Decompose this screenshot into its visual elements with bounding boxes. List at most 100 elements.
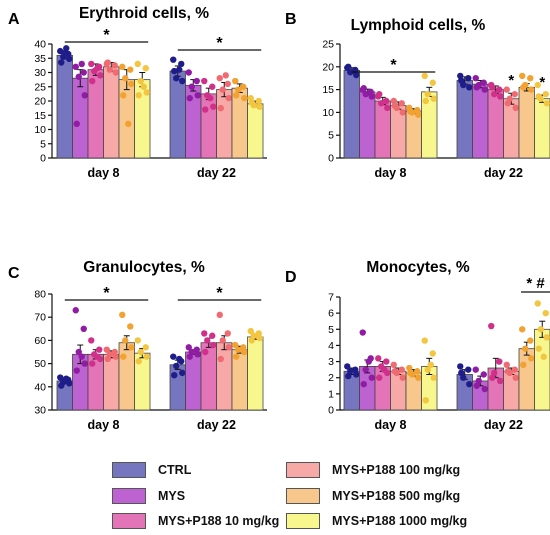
data-point <box>201 77 208 85</box>
significance-mark: * <box>103 27 110 44</box>
data-point <box>176 355 183 363</box>
data-point <box>94 353 101 360</box>
data-point <box>104 355 111 363</box>
data-point <box>429 79 436 86</box>
y-tick-label: 15 <box>34 110 46 122</box>
data-point <box>94 65 101 72</box>
data-point <box>535 93 542 100</box>
legend-label: MYS+P188 10 mg/kg <box>158 514 280 528</box>
chart-title: Monocytes, % <box>366 259 470 276</box>
data-point <box>186 353 193 360</box>
data-point <box>511 366 518 373</box>
data-point <box>376 374 383 381</box>
bar <box>405 110 422 159</box>
data-point <box>543 334 550 341</box>
data-point <box>535 345 542 352</box>
data-point <box>78 353 85 360</box>
significance-mark: * <box>390 57 397 74</box>
data-point <box>540 353 547 360</box>
data-point <box>368 93 375 100</box>
y-tick-label: 20 <box>34 96 46 108</box>
group-label: day 22 <box>484 166 523 180</box>
data-point <box>232 77 239 85</box>
legend-item: MYS+P188 10 mg/kg <box>112 513 279 529</box>
data-point <box>489 84 496 91</box>
data-point <box>119 63 126 70</box>
data-point <box>178 60 185 68</box>
data-point <box>458 77 465 84</box>
data-point <box>137 348 144 356</box>
data-point <box>188 83 195 90</box>
data-point <box>225 344 232 351</box>
data-point <box>378 100 385 107</box>
data-point <box>216 311 223 319</box>
data-point <box>359 329 366 336</box>
data-point <box>202 106 209 113</box>
y-tick-label: 4 <box>328 340 334 352</box>
bar <box>247 103 264 159</box>
data-point <box>128 344 135 351</box>
data-point <box>170 56 177 63</box>
data-point <box>170 353 177 360</box>
data-point <box>248 99 255 106</box>
data-point <box>391 102 398 109</box>
data-point <box>135 92 142 99</box>
data-point <box>179 77 186 85</box>
data-point <box>173 75 180 82</box>
data-point <box>503 361 510 368</box>
data-point <box>466 380 473 388</box>
legend-label: MYS <box>158 489 186 503</box>
data-point <box>256 334 263 342</box>
y-tick-label: 10 <box>34 124 46 136</box>
data-point <box>415 111 422 118</box>
data-point <box>519 326 526 333</box>
data-point <box>362 90 369 98</box>
data-point <box>125 120 132 128</box>
data-point <box>390 361 397 368</box>
data-point <box>491 90 498 98</box>
data-point <box>66 55 73 63</box>
significance-mark: * <box>216 35 223 52</box>
data-point <box>216 75 223 82</box>
data-point <box>497 93 504 100</box>
data-point <box>81 92 88 99</box>
data-point <box>201 330 208 337</box>
panel-letter: B <box>285 11 297 28</box>
data-point <box>122 75 129 82</box>
data-point <box>465 366 472 373</box>
data-point <box>127 66 134 73</box>
data-point <box>512 104 519 112</box>
data-point <box>186 94 193 102</box>
data-point <box>527 337 534 344</box>
data-point <box>255 97 262 105</box>
data-point <box>430 95 437 102</box>
data-point <box>460 374 467 381</box>
bar <box>56 55 73 159</box>
data-point <box>481 86 488 93</box>
legend-label: MYS+P188 100 mg/kg <box>332 463 461 477</box>
data-point <box>210 341 217 349</box>
data-point <box>407 108 414 115</box>
data-point <box>171 372 178 379</box>
data-point <box>241 348 248 356</box>
legend-item: CTRL <box>112 462 191 478</box>
data-point <box>360 85 367 92</box>
data-point <box>543 100 550 107</box>
data-point <box>235 346 242 353</box>
data-point <box>345 63 352 70</box>
chart-title: Granulocytes, % <box>83 259 205 276</box>
data-point <box>534 300 541 307</box>
data-point <box>66 380 73 387</box>
y-tick-label: 70 <box>34 312 46 324</box>
legend-item: MYS+P188 500 mg/kg <box>286 488 460 504</box>
data-point <box>233 353 240 360</box>
data-point <box>176 66 183 73</box>
data-point <box>491 369 498 377</box>
bar <box>72 77 89 159</box>
data-point <box>457 363 464 370</box>
bar <box>169 70 186 159</box>
y-tick-label: 0 <box>40 153 46 165</box>
data-point <box>504 368 511 375</box>
data-point <box>520 84 527 91</box>
data-point <box>219 86 226 93</box>
